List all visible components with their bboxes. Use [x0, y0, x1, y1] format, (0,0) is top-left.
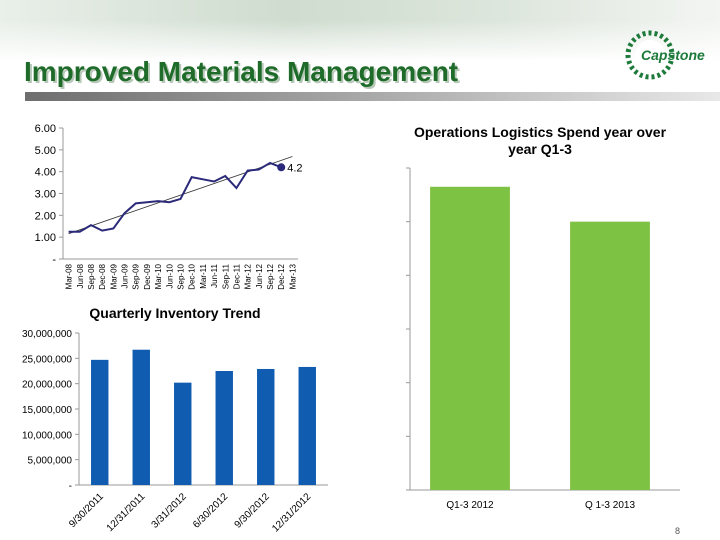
x-tick-label: Q1-3 2012 — [446, 500, 494, 511]
x-tick-label: Dec-09 — [143, 263, 152, 289]
bar — [174, 382, 192, 485]
line-series — [68, 161, 282, 233]
y-tick-label: 4.00 — [35, 167, 56, 179]
x-tick-label: Jun-12 — [255, 263, 264, 288]
x-tick-label: Dec-11 — [232, 263, 241, 289]
x-tick-label: Dec-12 — [277, 263, 286, 289]
bar — [570, 221, 650, 490]
x-tick-label: Q 1-3 2013 — [585, 500, 635, 511]
x-tick-label: Dec-10 — [188, 263, 197, 289]
x-tick-label: Mar-11 — [199, 263, 208, 288]
x-tick-label: Sep-09 — [132, 263, 141, 289]
logo — [625, 30, 675, 80]
y-tick-label: 6.00 — [35, 123, 56, 135]
y-tick-label: 5,000,000 — [28, 456, 73, 467]
y-tick-label: 2.00 — [35, 210, 56, 222]
title-rule — [25, 92, 720, 101]
x-tick-label: Mar-08 — [65, 263, 74, 289]
x-tick-label: 9/30/2012 — [233, 491, 273, 531]
logo-text: Capstone — [641, 47, 705, 63]
x-tick-label: Jun-10 — [165, 263, 174, 288]
title-shadow: Improved Materials Management — [26, 58, 460, 89]
x-tick-label: Jun-08 — [76, 263, 85, 288]
x-tick-label: 12/31/2011 — [105, 491, 148, 534]
bar — [132, 349, 150, 485]
y-tick-label: 1.00 — [35, 232, 56, 244]
y-tick-label: - — [69, 481, 72, 492]
x-tick-label: 3/31/2012 — [150, 491, 190, 531]
y-tick-label: 5.00 — [35, 145, 56, 157]
x-tick-label: 9/30/2011 — [67, 491, 106, 530]
y-tick-label: - — [52, 254, 56, 266]
y-tick-label: 20,000,000 — [22, 380, 72, 391]
bar — [215, 371, 233, 485]
x-tick-label: Dec-08 — [98, 263, 107, 289]
x-tick-label: Sep-11 — [221, 263, 230, 289]
y-tick-label: 30,000,000 — [22, 329, 72, 340]
x-tick-label: Mar-12 — [244, 263, 253, 289]
y-tick-label: 15,000,000 — [22, 405, 72, 416]
x-tick-label: 12/31/2012 — [270, 491, 313, 534]
y-tick-label: 10,000,000 — [22, 430, 72, 441]
x-tick-label: Sep-10 — [177, 263, 186, 289]
page-number: 8 — [675, 526, 680, 536]
bar — [91, 359, 109, 485]
x-tick-label: Mar-13 — [288, 263, 297, 289]
x-tick-label: Sep-08 — [87, 263, 96, 289]
x-tick-label: Sep-12 — [266, 263, 275, 289]
x-tick-label: Mar-09 — [109, 263, 118, 289]
chart-title: Operations Logistics Spend year over yea… — [413, 124, 667, 157]
data-label: 4.2 — [287, 162, 302, 174]
header-fade — [0, 20, 720, 62]
bar — [430, 186, 510, 491]
x-tick-label: Mar-10 — [154, 263, 163, 289]
x-tick-label: Jun-09 — [121, 263, 130, 288]
chart-title: Quarterly Inventory Trend — [89, 305, 261, 321]
trend-line — [68, 156, 293, 235]
y-tick-label: 25,000,000 — [22, 354, 72, 365]
bar — [298, 366, 316, 485]
x-tick-label: Jun-11 — [210, 263, 219, 287]
end-marker — [277, 163, 286, 172]
x-tick-label: 6/30/2012 — [191, 491, 231, 531]
slide-title: Improved Materials Management — [24, 56, 458, 87]
bar — [257, 368, 275, 485]
y-tick-label: 3.00 — [35, 189, 56, 201]
